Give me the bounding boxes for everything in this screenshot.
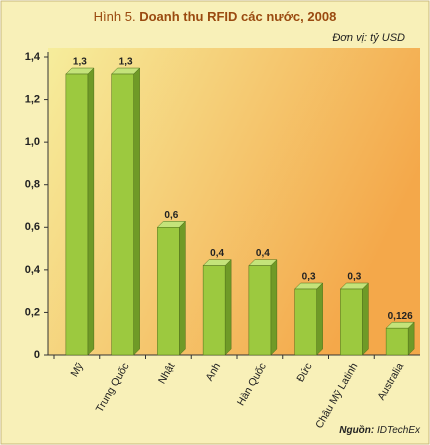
y-tick-label: 0,2 [25, 306, 40, 318]
bar [65, 73, 89, 356]
figure-label: Hình 5. [94, 9, 136, 24]
bar-side [270, 258, 278, 356]
bar-side [224, 258, 232, 356]
y-tick-label: 1,0 [25, 136, 40, 148]
bar [157, 227, 180, 356]
y-tick-label: 0,4 [25, 264, 41, 276]
value-label: 0,6 [164, 210, 178, 221]
value-label: 0,4 [256, 248, 270, 259]
y-tick-label: 1,2 [25, 93, 40, 105]
subtitle: Đơn vị: tỷ USD [332, 32, 405, 44]
value-label: 0,3 [347, 272, 361, 283]
value-label: 0,4 [210, 248, 224, 259]
bar [111, 73, 134, 356]
bar [385, 327, 409, 356]
y-tick-label: 0 [34, 349, 40, 361]
value-label: 0,126 [388, 311, 413, 322]
bar-side [316, 282, 323, 356]
bar [340, 288, 363, 356]
source: Nguồn: IDTechEx [339, 424, 421, 436]
value-label: 1,3 [73, 57, 87, 68]
source-label: Nguồn: [339, 424, 374, 436]
source-text: IDTechEx [377, 425, 421, 436]
value-label: 1,3 [119, 57, 133, 68]
bar [202, 265, 226, 356]
title-text: Doanh thu RFID các nước, 2008 [139, 9, 336, 24]
bar-side [362, 282, 369, 356]
bar [294, 288, 317, 356]
value-label: 0,3 [302, 272, 316, 283]
bar-side [179, 220, 186, 356]
bar-side [133, 67, 140, 356]
y-tick-label: 0,6 [25, 221, 40, 233]
y-tick-label: 0,8 [25, 179, 40, 191]
bar-side [87, 67, 95, 356]
y-tick-label: 1,4 [25, 51, 41, 63]
chart-title: Hình 5. Doanh thu RFID các nước, 2008 [94, 9, 337, 24]
bar [248, 265, 272, 356]
